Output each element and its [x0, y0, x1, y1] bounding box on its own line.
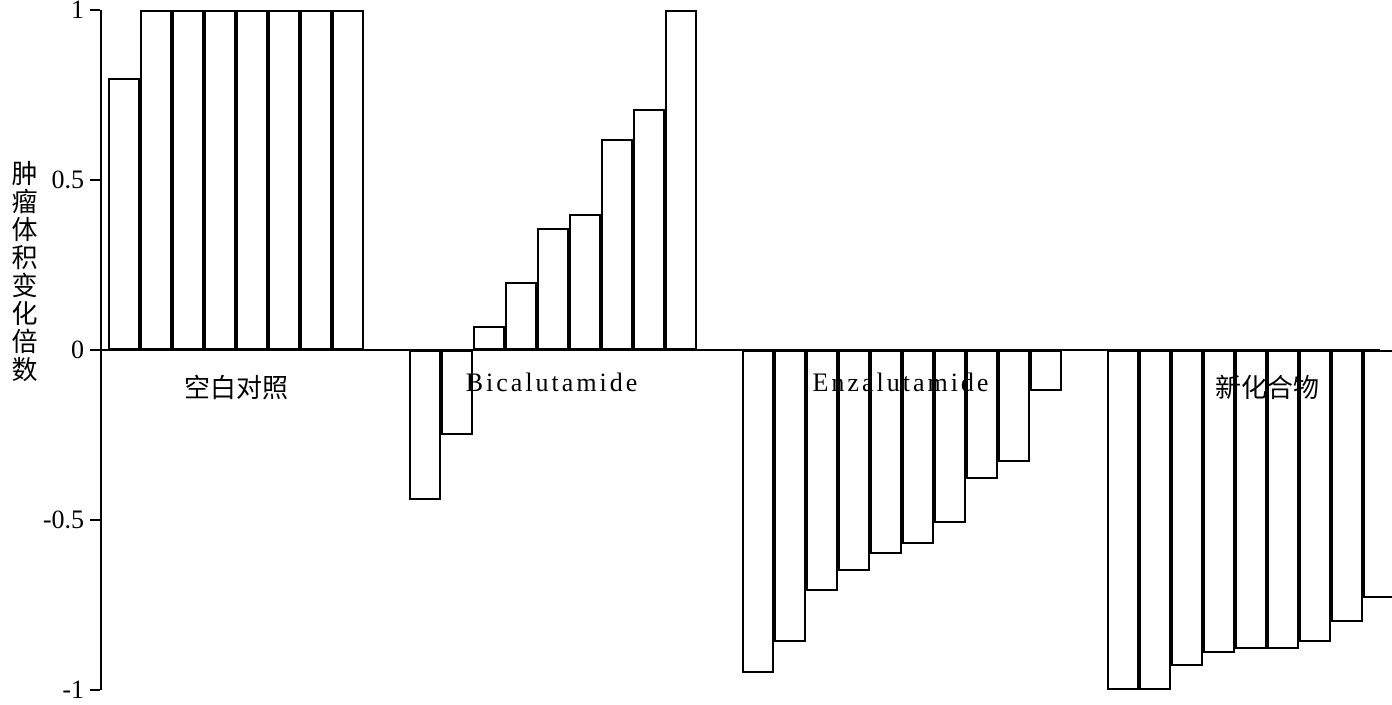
bar-blank-control	[236, 10, 268, 350]
bar-bicalutamide	[505, 282, 537, 350]
group-label-blank-control: 空白对照	[184, 368, 288, 405]
bar-new-compound	[1139, 350, 1171, 690]
bar-enzalutamide	[774, 350, 806, 642]
bar-bicalutamide	[601, 139, 633, 350]
y-tick	[90, 9, 100, 11]
bar-bicalutamide	[569, 214, 601, 350]
bar-blank-control	[108, 78, 140, 350]
bar-bicalutamide	[665, 10, 697, 350]
y-tick-label: 1	[4, 0, 84, 25]
bar-bicalutamide	[633, 109, 665, 350]
bar-enzalutamide	[1030, 350, 1062, 391]
group-label-enzalutamide: Enzalutamide	[813, 368, 992, 398]
bar-blank-control	[204, 10, 236, 350]
bar-new-compound	[1363, 350, 1392, 598]
bar-blank-control	[172, 10, 204, 350]
bar-new-compound	[1171, 350, 1203, 666]
bar-blank-control	[300, 10, 332, 350]
bar-new-compound	[1107, 350, 1139, 690]
bar-blank-control	[140, 10, 172, 350]
chart-container: -1-0.500.51空白对照BicalutamideEnzalutamide新…	[0, 0, 1392, 704]
bar-bicalutamide	[473, 326, 505, 350]
bar-enzalutamide	[742, 350, 774, 673]
bar-bicalutamide	[537, 228, 569, 350]
bar-blank-control	[332, 10, 364, 350]
y-tick	[90, 519, 100, 521]
y-tick	[90, 689, 100, 691]
y-tick-label: -1	[4, 675, 84, 705]
y-tick	[90, 179, 100, 181]
group-label-bicalutamide: Bicalutamide	[466, 368, 641, 398]
group-label-new-compound: 新化合物	[1215, 368, 1319, 405]
plot-area: -1-0.500.51空白对照BicalutamideEnzalutamide新…	[100, 10, 1380, 690]
bar-enzalutamide	[998, 350, 1030, 462]
bar-blank-control	[268, 10, 300, 350]
bar-bicalutamide	[409, 350, 441, 500]
bar-new-compound	[1331, 350, 1363, 622]
y-tick-label: -0.5	[4, 505, 84, 535]
y-tick	[90, 349, 100, 351]
y-axis-title: 肿瘤体积变化倍数	[4, 160, 41, 384]
